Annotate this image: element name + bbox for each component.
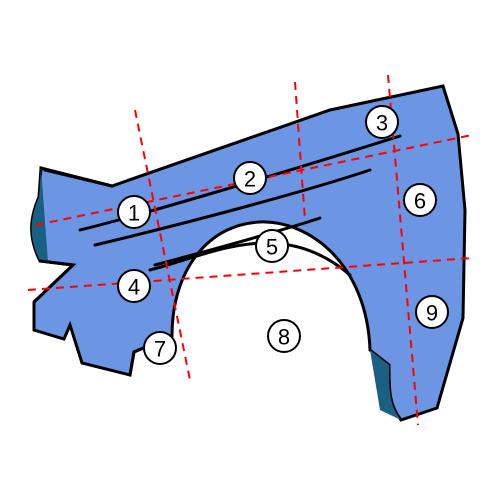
zone-badge-number: 2 [244,167,256,192]
zone-badge-number: 5 [266,235,278,260]
zone-badge-number: 6 [414,189,426,214]
zone-badge-9: 9 [416,296,448,328]
zone-badge-number: 1 [128,201,140,226]
zone-badge-number: 7 [154,337,166,362]
zone-badge-4: 4 [118,270,150,302]
zone-badge-number: 3 [376,111,388,136]
zone-badge-number: 4 [128,275,140,300]
zone-badge-8: 8 [268,320,300,352]
zone-badge-3: 3 [366,106,398,138]
zone-badge-6: 6 [404,184,436,216]
zone-badge-2: 2 [234,162,266,194]
zone-badge-number: 9 [426,301,438,326]
fender-zone-diagram: 1 2 3 4 5 6 7 8 9 [0,0,500,500]
zone-badge-5: 5 [256,230,288,262]
zone-badge-number: 8 [278,325,290,350]
zone-badge-1: 1 [118,196,150,228]
zone-badge-7: 7 [144,332,176,364]
